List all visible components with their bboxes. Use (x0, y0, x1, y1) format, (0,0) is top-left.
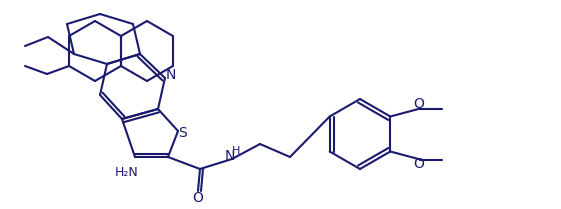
Text: O: O (413, 157, 424, 171)
Text: O: O (413, 98, 424, 111)
Text: N: N (225, 149, 235, 163)
Text: H₂N: H₂N (115, 167, 139, 180)
Text: O: O (192, 191, 204, 205)
Text: N: N (166, 68, 176, 82)
Text: H: H (232, 146, 240, 156)
Text: S: S (178, 126, 187, 140)
